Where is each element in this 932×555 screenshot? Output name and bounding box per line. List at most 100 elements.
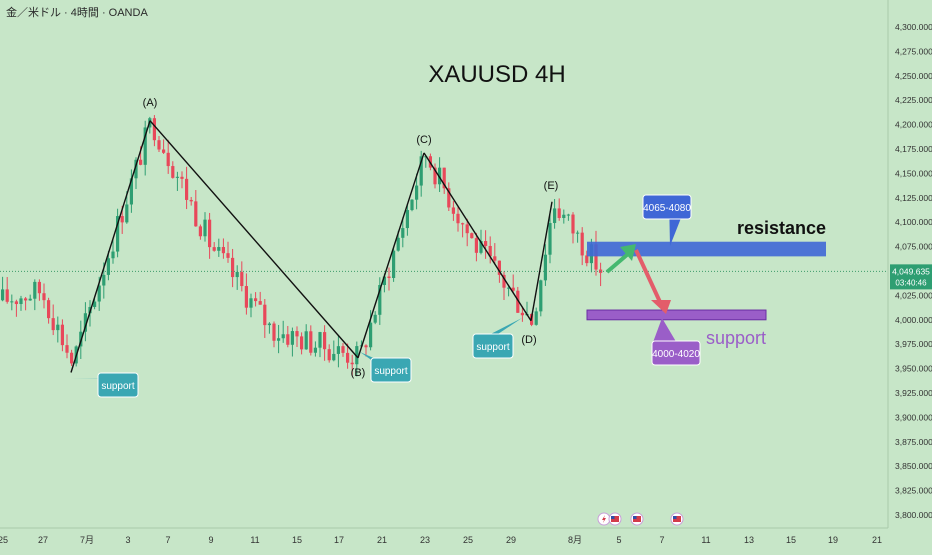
- wave-label: (D): [521, 334, 536, 346]
- candle-body: [24, 298, 28, 301]
- candle-body: [553, 208, 557, 224]
- candle-body: [37, 281, 41, 294]
- candle-body: [231, 257, 235, 278]
- candle-body: [28, 298, 32, 301]
- candle-body: [267, 323, 271, 326]
- candle-body: [281, 334, 285, 339]
- wave-lines: [70, 120, 553, 373]
- candle-body: [212, 247, 216, 251]
- support-tag-box: [472, 333, 514, 359]
- candle-body: [461, 223, 465, 225]
- forecast-up-arrowhead: [620, 244, 636, 261]
- time-tick-label[interactable]: 11: [250, 535, 259, 545]
- wave-label: (A): [143, 97, 158, 109]
- price-tick-label: 3,800.000: [895, 510, 932, 520]
- wave-label: (E): [544, 180, 559, 192]
- support-tag-text: support: [476, 342, 510, 353]
- time-tick-label[interactable]: 19: [828, 535, 838, 545]
- time-tick-label[interactable]: 21: [377, 535, 387, 545]
- candle-body: [185, 178, 189, 200]
- candle-body: [539, 280, 543, 312]
- support-callout-pointer: [652, 318, 678, 345]
- time-tick-label[interactable]: 23: [420, 535, 430, 545]
- candle-body: [51, 318, 55, 331]
- time-tick-label[interactable]: 7: [659, 535, 664, 545]
- candle-body: [419, 156, 423, 186]
- candle-body: [139, 159, 143, 165]
- time-tick-label[interactable]: 5: [616, 535, 621, 545]
- time-tick-label[interactable]: 15: [786, 535, 796, 545]
- countdown-label: 03:40:46: [895, 278, 927, 287]
- support-tag-text: support: [374, 366, 408, 377]
- support-callout-box: [651, 340, 701, 366]
- wave-line-segment: [357, 152, 425, 359]
- time-tick-label[interactable]: 9: [208, 535, 213, 545]
- time-tick-label[interactable]: 7月: [80, 535, 94, 545]
- time-tick-label[interactable]: 17: [334, 535, 344, 545]
- time-tick-label[interactable]: 15: [292, 535, 302, 545]
- candle-body: [433, 167, 437, 185]
- candle-body: [327, 349, 331, 361]
- candle-body: [309, 331, 313, 353]
- candle-body: [221, 247, 225, 254]
- lightning-glyph: [602, 515, 606, 523]
- price-tick-label: 4,250.000: [895, 71, 932, 81]
- candle-body: [396, 237, 400, 251]
- candle-body: [217, 247, 221, 251]
- current-price-label: 4,049.635: [892, 266, 930, 276]
- resistance-label: resistance: [737, 218, 826, 238]
- wave-line-segment: [530, 201, 553, 321]
- candle-body: [382, 276, 386, 286]
- time-tick-label[interactable]: 13: [744, 535, 754, 545]
- time-tick-label[interactable]: 3: [125, 535, 130, 545]
- candle-body: [249, 298, 253, 308]
- time-tick-label[interactable]: 8月: [568, 535, 582, 545]
- candle-body: [19, 298, 23, 305]
- candle-body: [175, 176, 179, 178]
- candle-body: [484, 241, 488, 246]
- candle-body: [451, 207, 455, 214]
- chart-title: XAUUSD 4H: [428, 61, 565, 88]
- candle-body: [410, 199, 414, 211]
- candle-body: [106, 258, 110, 275]
- candle-body: [97, 285, 101, 302]
- time-axis[interactable]: 25 27 7月 3 7 9 11 15 17 21 23 25 29 8月 5 7 11 13 15 19 21: [0, 535, 882, 545]
- support-label: support: [706, 328, 766, 348]
- candle-body: [125, 204, 129, 223]
- price-tick-label: 4,275.000: [895, 46, 932, 56]
- price-axis[interactable]: 3,800.000 3,825.000 3,850.000 3,875.000 3,90…: [890, 22, 932, 520]
- resistance-callout-pointer: [669, 217, 682, 246]
- support-zone: [586, 309, 767, 321]
- candle-body: [180, 176, 184, 179]
- candle-body: [33, 281, 37, 299]
- candle-body: [548, 223, 552, 255]
- candle-body: [244, 286, 248, 308]
- candle-body: [594, 244, 598, 270]
- price-tick-label: 3,850.000: [895, 461, 932, 471]
- price-tick-label: 3,925.000: [895, 388, 932, 398]
- candle-body: [116, 216, 120, 252]
- candle-body: [511, 287, 515, 291]
- candle-body: [543, 254, 547, 281]
- candle-body: [585, 255, 589, 264]
- time-tick-label[interactable]: 25: [463, 535, 473, 545]
- time-tick-label[interactable]: 11: [701, 535, 710, 545]
- time-tick-label[interactable]: 29: [506, 535, 516, 545]
- price-tick-label: 4,100.000: [895, 217, 932, 227]
- candle-body: [571, 214, 575, 234]
- candle-body: [304, 331, 308, 350]
- flag-stripes: [673, 516, 681, 522]
- time-tick-label[interactable]: 25: [0, 535, 8, 545]
- candle-body: [438, 167, 442, 185]
- candle-body: [401, 228, 405, 238]
- flag-stripes: [633, 516, 641, 522]
- time-tick-label[interactable]: 27: [38, 535, 48, 545]
- time-tick-label[interactable]: 21: [872, 535, 882, 545]
- candle-body: [290, 331, 294, 345]
- candle-body: [346, 352, 350, 363]
- price-tick-label: 4,075.000: [895, 242, 932, 252]
- time-tick-label[interactable]: 7: [165, 535, 170, 545]
